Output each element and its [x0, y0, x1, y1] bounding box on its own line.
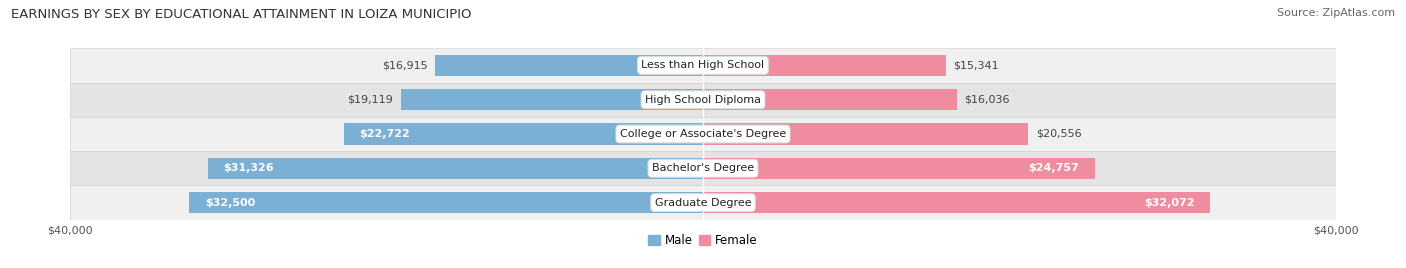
Text: $16,036: $16,036: [965, 95, 1010, 105]
Bar: [70, 48, 1336, 83]
Bar: [70, 151, 1336, 185]
Text: $31,326: $31,326: [224, 163, 274, 173]
Text: $15,341: $15,341: [953, 60, 998, 70]
Bar: [70, 117, 1336, 151]
Text: College or Associate's Degree: College or Associate's Degree: [620, 129, 786, 139]
Text: $19,119: $19,119: [347, 95, 394, 105]
Bar: [401, 89, 703, 110]
Text: $32,072: $32,072: [1144, 198, 1195, 208]
Text: $32,500: $32,500: [205, 198, 254, 208]
Bar: [70, 83, 1336, 117]
Text: Less than High School: Less than High School: [641, 60, 765, 70]
Bar: [703, 158, 1095, 179]
Bar: [703, 192, 1211, 213]
Text: Bachelor's Degree: Bachelor's Degree: [652, 163, 754, 173]
Text: $24,757: $24,757: [1028, 163, 1078, 173]
Bar: [703, 123, 1028, 145]
Text: $20,556: $20,556: [1036, 129, 1081, 139]
Text: High School Diploma: High School Diploma: [645, 95, 761, 105]
Text: Graduate Degree: Graduate Degree: [655, 198, 751, 208]
Bar: [343, 123, 703, 145]
Text: $16,915: $16,915: [382, 60, 427, 70]
Bar: [703, 89, 956, 110]
Legend: Male, Female: Male, Female: [644, 229, 762, 252]
Bar: [436, 55, 703, 76]
Bar: [188, 192, 703, 213]
Bar: [70, 185, 1336, 220]
Bar: [208, 158, 703, 179]
Bar: [703, 55, 946, 76]
Text: Source: ZipAtlas.com: Source: ZipAtlas.com: [1277, 8, 1395, 18]
Text: EARNINGS BY SEX BY EDUCATIONAL ATTAINMENT IN LOIZA MUNICIPIO: EARNINGS BY SEX BY EDUCATIONAL ATTAINMEN…: [11, 8, 472, 21]
Text: $22,722: $22,722: [360, 129, 411, 139]
